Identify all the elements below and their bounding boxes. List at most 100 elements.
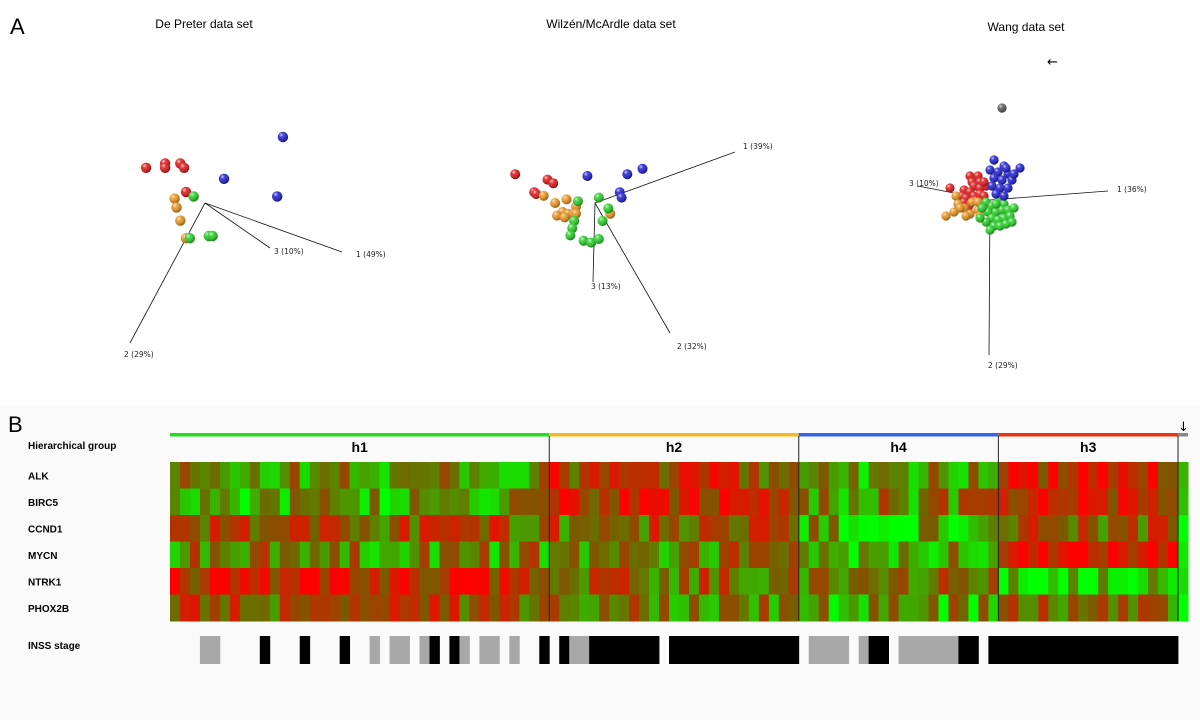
inss-stage-segment-gray: [858, 636, 870, 664]
heatmap-cell: [1088, 594, 1099, 622]
heatmap-cell: [249, 594, 261, 622]
scatter-point-shade: [207, 230, 218, 242]
heatmap-cell: [269, 515, 281, 542]
heatmap-cell: [808, 541, 820, 569]
group-dividers: [548, 436, 1179, 621]
scatter-point-shade: [1009, 203, 1019, 213]
heatmap-cell: [349, 541, 361, 569]
scatter-point-shade: [582, 171, 593, 181]
heatmap-cell: [908, 515, 920, 542]
heatmap-cell: [279, 594, 291, 622]
heatmap-cell: [758, 541, 770, 569]
scatter-point-shade: [171, 202, 182, 213]
heatmap-cell: [1028, 462, 1039, 489]
heatmap-cell: [898, 462, 910, 489]
plot-title-de-preter: De Preter data set: [155, 17, 253, 31]
heatmap-cell: [868, 488, 880, 516]
heatmap-cell: [209, 515, 221, 542]
heatmap-cell: [579, 568, 590, 595]
heatmap-cell: [698, 568, 710, 595]
heatmap-cell: [728, 488, 740, 516]
heatmap-cell: [1108, 541, 1119, 569]
heatmap-cell: [818, 515, 830, 542]
heatmap-cell: [728, 515, 740, 542]
inss-stage-segment-black: [429, 636, 440, 664]
heatmap-cell: [659, 515, 670, 542]
heatmap-cell: [868, 515, 880, 542]
heatmap-cell: [219, 515, 231, 542]
heatmap-cell: [708, 462, 720, 489]
heatmap-cell: [1148, 568, 1159, 595]
heatmap-cell: [659, 488, 670, 516]
heatmap-cell: [289, 594, 301, 622]
heatmap-cell: [409, 488, 421, 516]
heatmap-cell: [679, 515, 690, 542]
heatmap-cell: [429, 515, 440, 542]
heatmap-cell: [968, 594, 979, 622]
scatter-point-shade: [169, 193, 180, 204]
heatmap-cell: [399, 568, 411, 595]
heatmap-row-label-phox2b: PHOX2B: [28, 604, 69, 615]
heatmap-cell: [449, 462, 460, 489]
heatmap-cell: [309, 462, 321, 489]
scatter-point-shade: [175, 215, 186, 226]
heatmap-cell: [269, 541, 281, 569]
heatmap-cell: [948, 488, 959, 516]
heatmap-cell: [170, 462, 181, 489]
scatter-point-shade: [991, 189, 1001, 199]
heatmap-cell: [878, 541, 890, 569]
heatmap-cell: [1108, 488, 1119, 516]
heatmap-cell: [858, 488, 870, 516]
heatmap-cell: [189, 488, 201, 516]
heatmap-cell: [1068, 568, 1079, 595]
heatmap-cell: [918, 568, 930, 595]
heatmap-cell: [170, 515, 181, 542]
scatter-point-shade: [538, 190, 549, 201]
heatmap-row-label-ccnd1: CCND1: [28, 524, 63, 535]
heatmap-cell: [659, 541, 670, 569]
heatmap-cell: [948, 594, 959, 622]
heatmap-cell: [898, 515, 910, 542]
heatmap-cell: [649, 568, 660, 595]
heatmap-cell: [579, 594, 590, 622]
heatmap-cell: [629, 568, 640, 595]
heatmap-cell: [1168, 488, 1179, 516]
heatmap-cell: [958, 541, 969, 569]
heatmap-cell: [539, 515, 550, 542]
heatmap-cell: [1118, 568, 1129, 595]
heatmap-cell: [659, 594, 670, 622]
heatmap-cell: [549, 515, 560, 542]
heatmap-cell: [1128, 541, 1139, 569]
heatmap-cell: [209, 488, 221, 516]
inss-stage-segment-gray: [369, 636, 380, 664]
heatmap-cell: [619, 594, 630, 622]
heatmap-cell: [439, 568, 450, 595]
heatmap-cell: [688, 462, 700, 489]
scatter-point-shade: [188, 191, 199, 202]
inss-stage-bar: [199, 636, 1179, 664]
heatmap-cell: [1018, 462, 1029, 489]
heatmap-cell: [958, 462, 969, 489]
group-bar-h4: [798, 433, 999, 437]
heatmap-cell: [329, 568, 341, 595]
heatmap-cell: [170, 541, 181, 569]
heatmap-cell: [369, 488, 381, 516]
heatmap-cell: [569, 541, 580, 569]
heatmap-cell: [459, 594, 470, 622]
heatmap-cell: [629, 488, 640, 516]
scatter-point-shade: [616, 192, 627, 203]
heatmap-cell: [908, 594, 920, 622]
heatmap-cell: [728, 541, 740, 569]
heatmap-cell: [669, 541, 680, 569]
heatmap-cell: [579, 462, 590, 489]
heatmap-cell: [549, 462, 560, 489]
pca-plot-wilzen: 1 (39%) 2 (32%) 3 (13%): [510, 142, 773, 351]
heatmap-cell: [1178, 541, 1189, 569]
group-label-h3: h3: [1080, 439, 1097, 455]
heatmap-cell: [249, 568, 261, 595]
heatmap-cell: [1118, 488, 1129, 516]
heatmap-cell: [998, 541, 1009, 569]
heatmap-cell: [688, 488, 700, 516]
heatmap-cell: [669, 462, 680, 489]
heatmap-cell: [1068, 541, 1079, 569]
